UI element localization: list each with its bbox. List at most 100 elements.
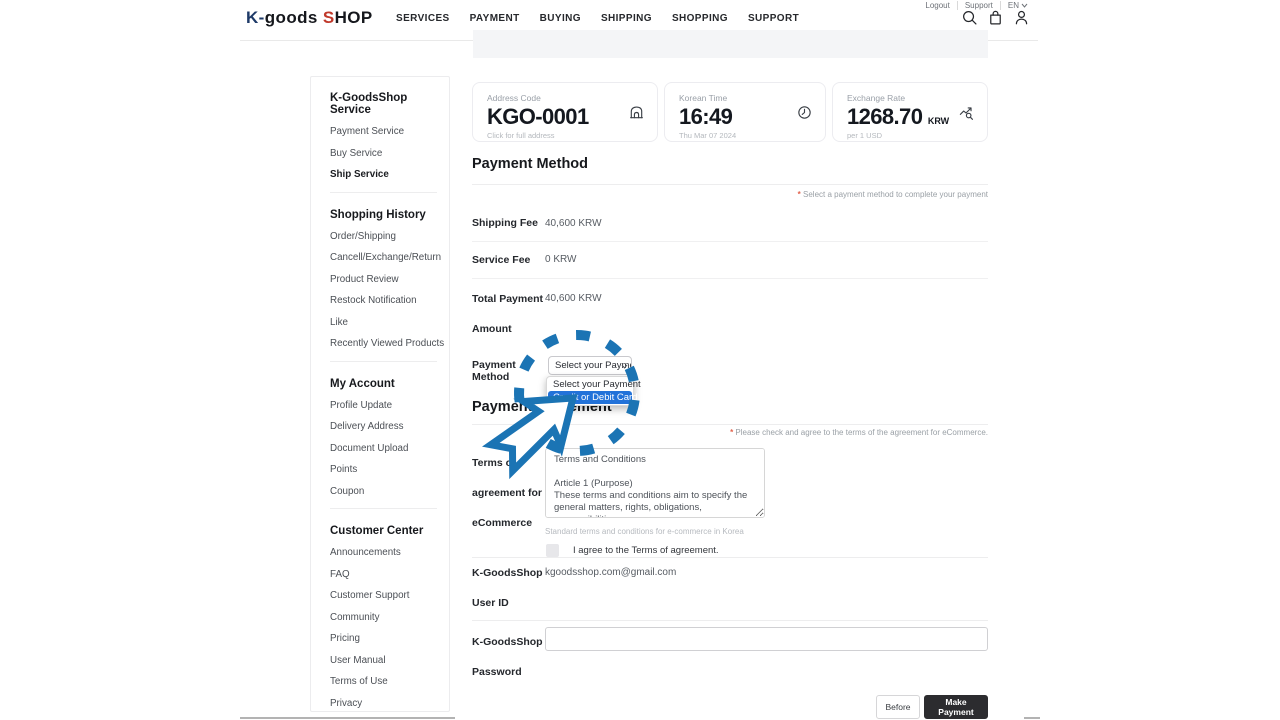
home-icon bbox=[628, 104, 645, 121]
logo[interactable]: K-goods SHOP bbox=[246, 8, 373, 28]
option-select-your-payment[interactable]: Select your Payment bbox=[553, 379, 641, 390]
agree-checkbox-row: I agree to the Terms of agreement. bbox=[545, 544, 765, 557]
divider bbox=[472, 620, 988, 621]
korean-time-card: Korean Time 16:49 Thu Mar 07 2024 bbox=[664, 82, 826, 142]
terms-agreement-row: Terms of agreement for eCommerce Terms a… bbox=[472, 448, 988, 557]
shipping-fee-row: Shipping Fee 40,600 KRW bbox=[472, 205, 988, 242]
sidebar-item-profile-update[interactable]: Profile Update bbox=[330, 399, 393, 411]
hero-banner-edge bbox=[473, 30, 988, 58]
logo-part-hop: HOP bbox=[334, 8, 373, 27]
terms-agreement-label: Terms of agreement for eCommerce bbox=[472, 457, 543, 529]
exchange-rate-basis: per 1 USD bbox=[847, 131, 883, 140]
sidebar-section-account-title: My Account bbox=[330, 377, 395, 390]
sidebar-section-customer-title: Customer Center bbox=[330, 525, 424, 537]
service-fee-value: 0 KRW bbox=[545, 254, 577, 265]
korean-time-label: Korean Time bbox=[679, 93, 728, 103]
terms-textarea[interactable]: Terms and Conditions Article 1 (Purpose)… bbox=[545, 448, 765, 518]
terms-agreement-content: Terms and Conditions Article 1 (Purpose)… bbox=[545, 448, 765, 557]
sidebar-item-coupon[interactable]: Coupon bbox=[330, 485, 365, 497]
payment-method-title: Payment Method bbox=[472, 156, 589, 172]
header-icons bbox=[961, 9, 1030, 26]
service-fee-row: Service Fee 0 KRW bbox=[472, 241, 988, 279]
sidebar-section-service-title: K-GoodsShop Service bbox=[330, 92, 408, 116]
exchange-rate-value: 1268.70 KRW bbox=[847, 104, 950, 129]
exchange-rate-label: Exchange Rate bbox=[847, 93, 906, 103]
before-button[interactable]: Before bbox=[876, 695, 920, 719]
password-label: K-GoodsShop Password bbox=[472, 636, 543, 678]
sidebar-item-payment-service[interactable]: Payment Service bbox=[330, 126, 405, 137]
footer-divider bbox=[1024, 717, 1040, 719]
logo-part-k: K- bbox=[246, 8, 265, 27]
logo-part-goods: goods bbox=[264, 8, 318, 27]
nav-support[interactable]: SUPPORT bbox=[747, 13, 800, 24]
payment-method-label: Payment Method bbox=[472, 359, 516, 383]
terms-helper-text: Standard terms and conditions for e-comm… bbox=[545, 527, 744, 536]
cart-bag-icon[interactable] bbox=[987, 9, 1004, 26]
user-account-icon[interactable] bbox=[1013, 9, 1030, 26]
sidebar-item-user-manual[interactable]: User Manual bbox=[330, 654, 386, 666]
sidebar-item-delivery-address[interactable]: Delivery Address bbox=[330, 421, 404, 432]
required-mark: * bbox=[797, 190, 801, 199]
divider bbox=[472, 184, 988, 185]
sidebar-item-buy-service[interactable]: Buy Service bbox=[330, 147, 383, 159]
search-icon[interactable] bbox=[961, 9, 978, 26]
sidebar-item-announcements[interactable]: Announcements bbox=[330, 547, 401, 558]
utility-bar: Logout Support EN bbox=[918, 1, 1030, 10]
sidebar: K-GoodsShop Service Payment Service Buy … bbox=[310, 76, 450, 712]
support-link[interactable]: Support bbox=[958, 1, 1001, 10]
main-nav: SERVICES PAYMENT BUYING SHIPPING SHOPPIN… bbox=[396, 13, 799, 24]
option-credit-or-debit-card[interactable]: Credit or Debit Card bbox=[548, 391, 637, 404]
sidebar-item-like[interactable]: Like bbox=[330, 316, 348, 328]
exchange-rate-unit: KRW bbox=[927, 116, 950, 126]
sidebar-item-pricing[interactable]: Pricing bbox=[330, 633, 360, 644]
chevron-down-icon bbox=[621, 364, 628, 369]
address-code-value: KGO-0001 bbox=[487, 104, 589, 129]
make-payment-button[interactable]: Make Payment bbox=[924, 695, 988, 719]
sidebar-item-cancel-exchange-return[interactable]: Cancell/Exchange/Return bbox=[330, 252, 442, 263]
sidebar-item-restock-notification[interactable]: Restock Notification bbox=[330, 295, 417, 306]
logout-link[interactable]: Logout bbox=[918, 1, 958, 10]
payment-method-dropdown: Select your Payment Credit or Debit Card bbox=[546, 376, 641, 406]
payment-method-note: * Select a payment method to complete yo… bbox=[797, 190, 988, 199]
service-fee-label: Service Fee bbox=[472, 253, 531, 266]
action-buttons: Before Make Payment bbox=[876, 695, 988, 719]
sidebar-item-order-shipping[interactable]: Order/Shipping bbox=[330, 230, 396, 242]
shipping-fee-label: Shipping Fee bbox=[472, 217, 538, 229]
sidebar-item-recently-viewed[interactable]: Recently Viewed Products bbox=[330, 338, 445, 349]
agree-checkbox-label: I agree to the Terms of agreement. bbox=[573, 545, 719, 556]
sidebar-item-terms-of-use[interactable]: Terms of Use bbox=[330, 676, 388, 687]
address-code-label: Address Code bbox=[487, 93, 541, 103]
total-payment-value: 40,600 KRW bbox=[545, 293, 602, 304]
password-row: K-GoodsShop Password bbox=[472, 627, 988, 687]
footer-divider bbox=[240, 717, 455, 719]
nav-buying[interactable]: BUYING bbox=[539, 13, 581, 24]
language-label: EN bbox=[1007, 1, 1019, 10]
sidebar-divider bbox=[330, 360, 437, 362]
user-id-value: kgoodsshop.com@gmail.com bbox=[545, 567, 677, 578]
sidebar-item-privacy[interactable]: Privacy bbox=[330, 697, 363, 709]
sidebar-item-product-review[interactable]: Product Review bbox=[330, 273, 399, 285]
divider bbox=[472, 557, 988, 558]
payment-method-select[interactable]: Select your Payment bbox=[548, 356, 632, 375]
address-code-hint: Click for full address bbox=[487, 131, 555, 140]
info-cards: Address Code KGO-0001 Click for full add… bbox=[472, 82, 988, 142]
agree-checkbox[interactable] bbox=[546, 544, 559, 557]
sidebar-item-customer-support[interactable]: Customer Support bbox=[330, 590, 410, 601]
divider bbox=[472, 424, 988, 425]
address-code-card[interactable]: Address Code KGO-0001 Click for full add… bbox=[472, 82, 658, 142]
required-mark: * bbox=[730, 428, 734, 437]
language-select[interactable]: EN bbox=[1001, 1, 1030, 10]
nav-shipping[interactable]: SHIPPING bbox=[600, 13, 652, 24]
nav-payment[interactable]: PAYMENT bbox=[469, 13, 520, 24]
sidebar-item-faq[interactable]: FAQ bbox=[330, 568, 350, 580]
shipping-fee-value: 40,600 KRW bbox=[545, 217, 602, 229]
sidebar-item-community[interactable]: Community bbox=[330, 611, 380, 623]
user-id-label: K-GoodsShop User ID bbox=[472, 567, 543, 609]
nav-services[interactable]: SERVICES bbox=[396, 13, 450, 24]
clock-icon bbox=[796, 104, 813, 121]
sidebar-item-points[interactable]: Points bbox=[330, 464, 358, 475]
sidebar-item-ship-service[interactable]: Ship Service bbox=[330, 169, 389, 180]
sidebar-item-document-upload[interactable]: Document Upload bbox=[330, 442, 409, 454]
password-input[interactable] bbox=[545, 627, 988, 651]
nav-shopping[interactable]: SHOPPING bbox=[671, 13, 728, 24]
